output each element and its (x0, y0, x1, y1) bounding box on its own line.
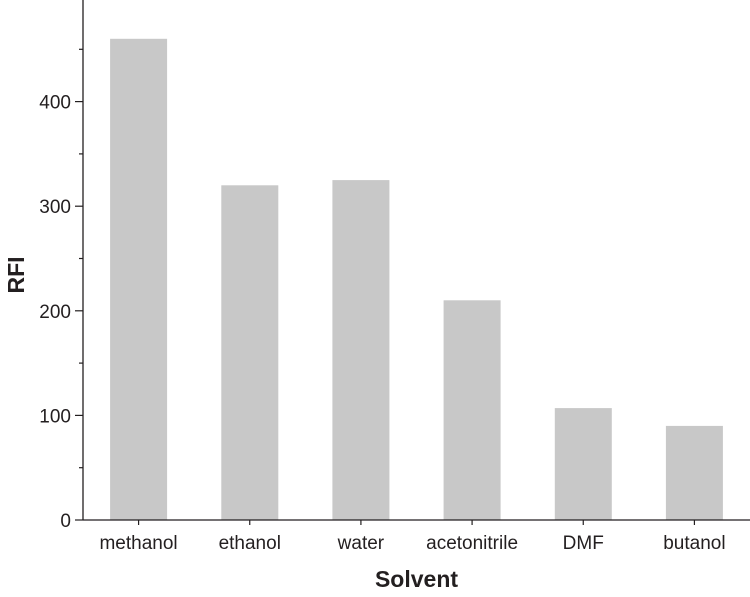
y-ticks-group: 0 100 200 300 400 (39, 48, 83, 532)
bar-dmf (554, 408, 612, 520)
x-tick-label-acetonitrile: acetonitrile (426, 533, 518, 554)
bar-butanol (665, 425, 723, 520)
x-tick-label-ethanol: ethanol (219, 533, 281, 554)
y-tick-label: 0 (60, 511, 71, 532)
y-tick-label: 400 (39, 93, 71, 114)
y-tick-label: 200 (39, 302, 71, 323)
bars-group (110, 38, 723, 521)
bar-ethanol (221, 185, 279, 521)
bar-water (332, 180, 390, 520)
x-tick-label-butanol: butanol (663, 533, 725, 554)
x-ticks-group: methanol ethanol water acetonitrile DMF butan… (99, 520, 726, 554)
bar-methanol (110, 38, 168, 521)
y-tick-label: 100 (39, 406, 71, 427)
x-axis-title: Solvent (375, 566, 458, 592)
axes-group (82, 0, 750, 521)
y-tick-label: 300 (39, 197, 71, 218)
bar-acetonitrile (443, 300, 501, 520)
y-axis-title: RFI (3, 256, 29, 293)
x-tick-label-dmf: DMF (563, 533, 604, 554)
x-tick-label-water: water (337, 533, 385, 554)
x-tick-label-methanol: methanol (99, 533, 177, 554)
